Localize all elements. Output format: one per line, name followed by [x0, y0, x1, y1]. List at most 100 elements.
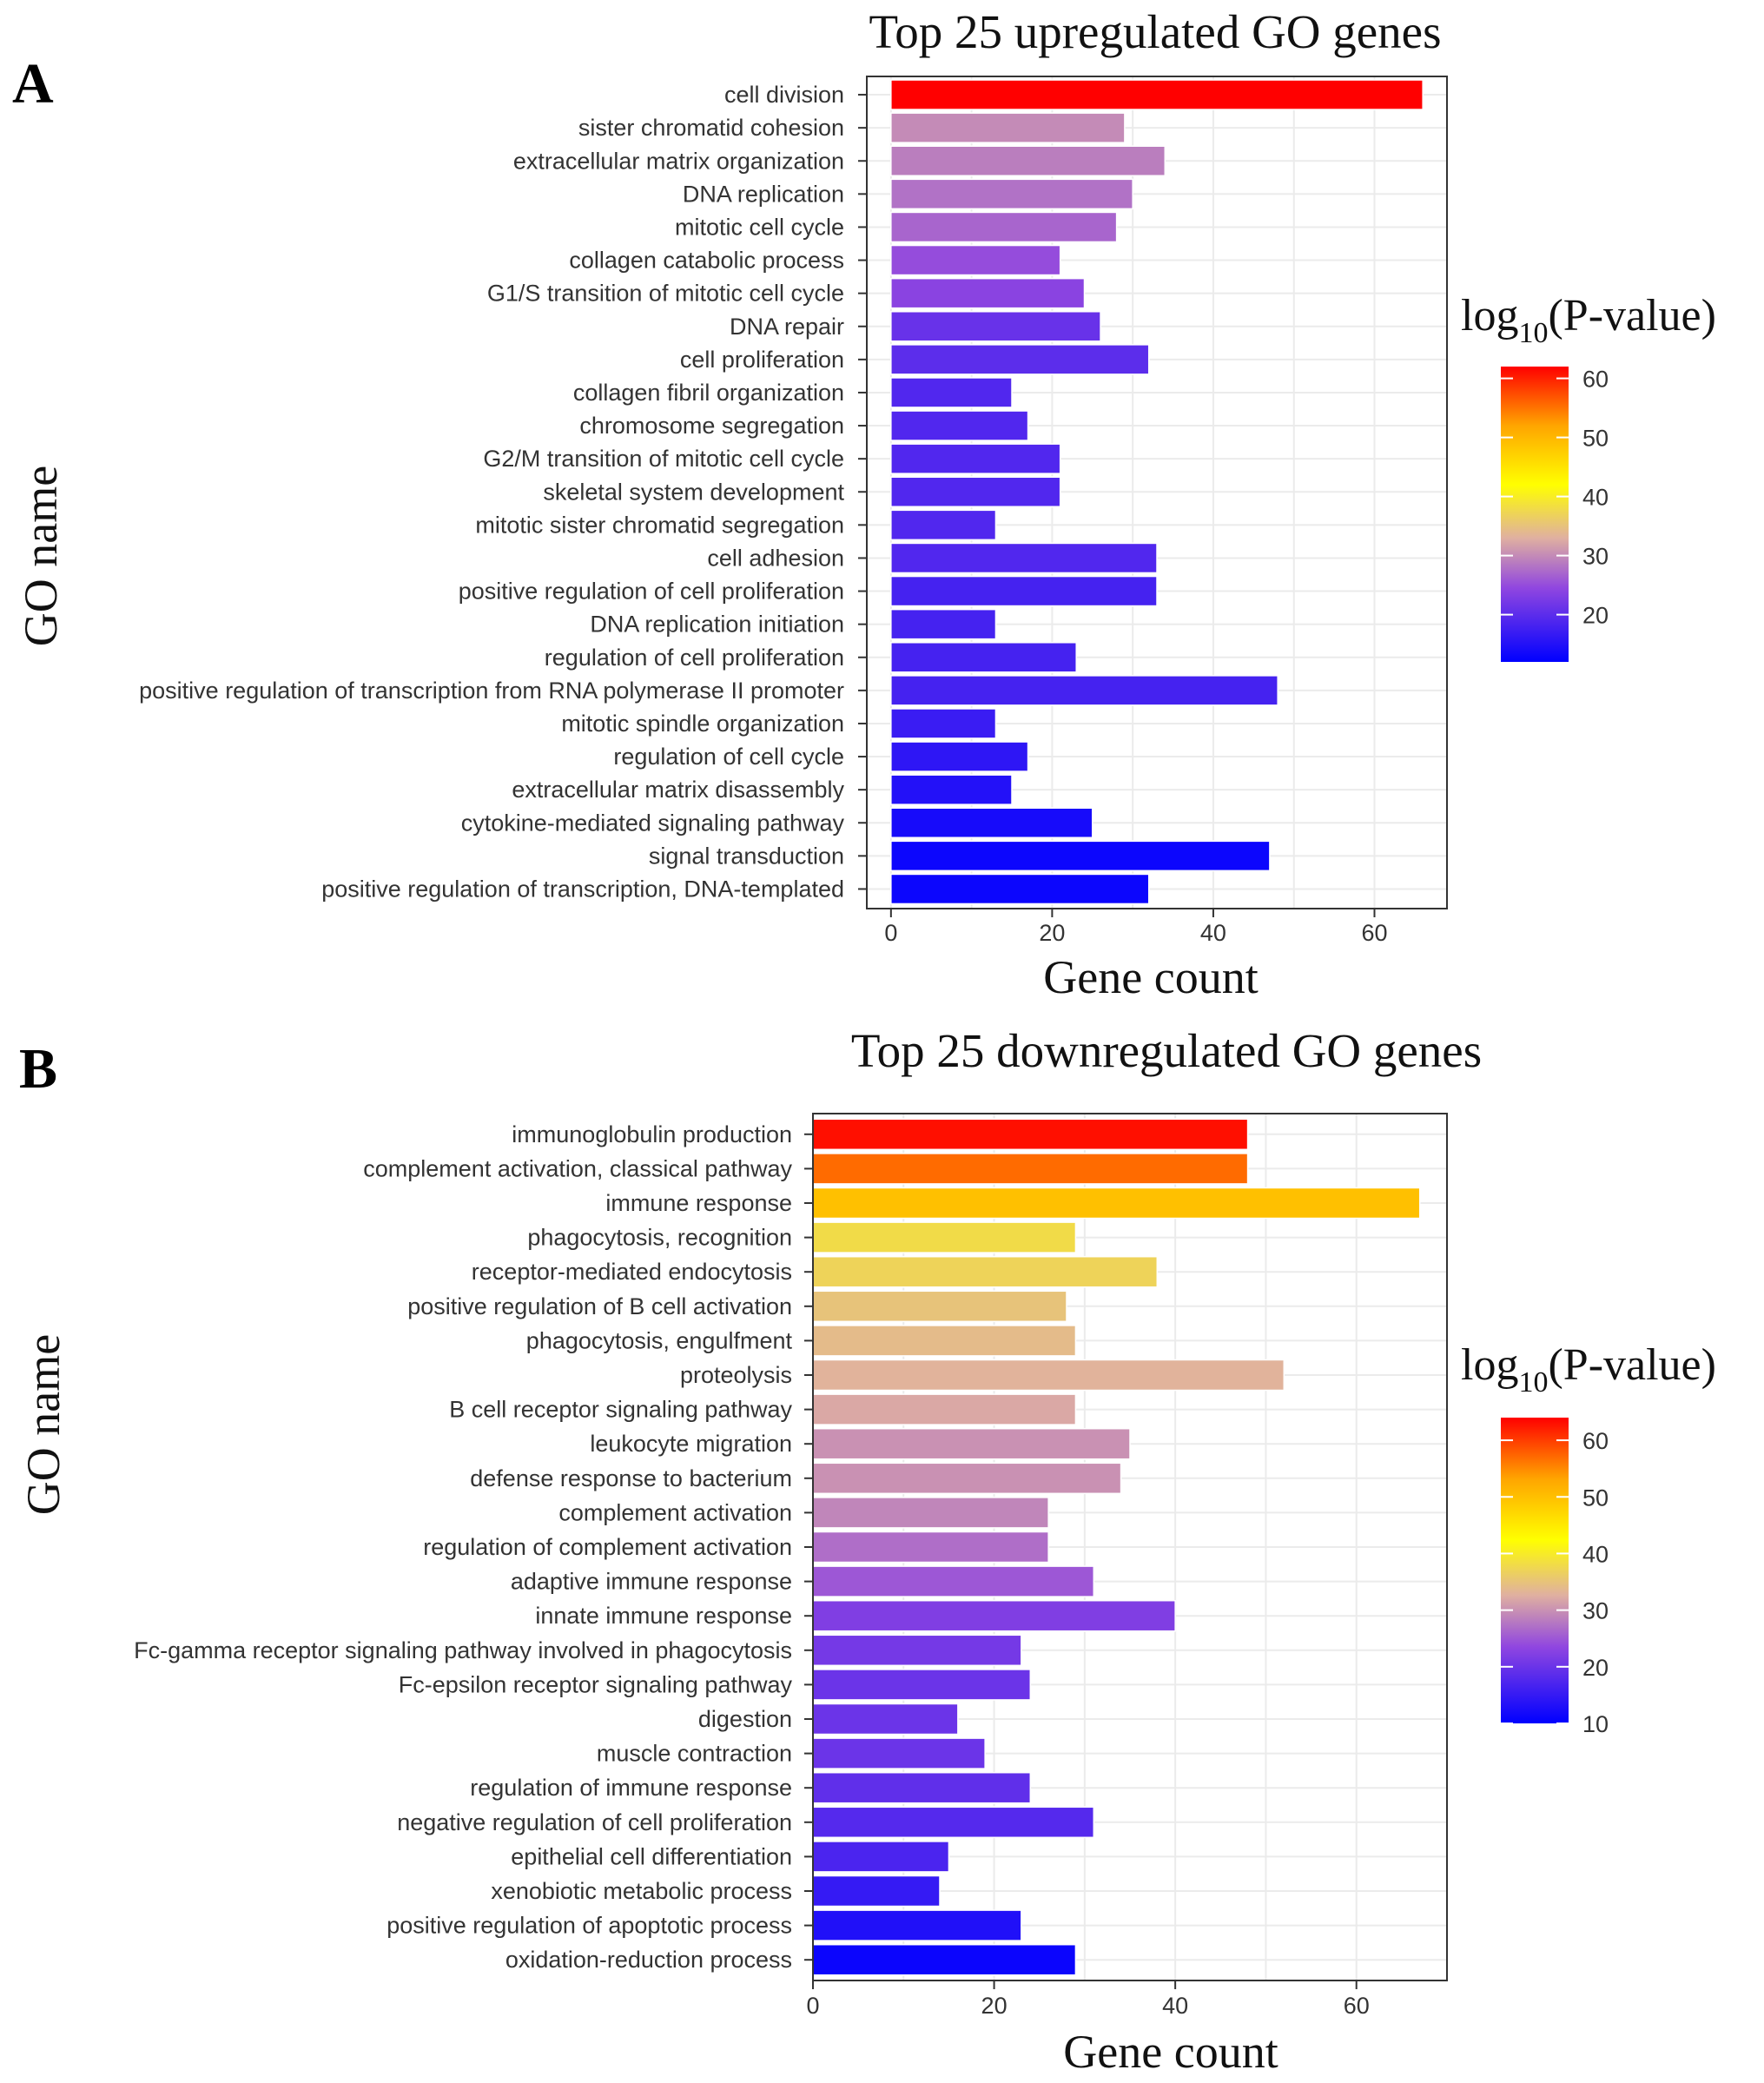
- category-label: G2/M transition of mitotic cell cycle: [483, 446, 844, 472]
- bar: [890, 145, 1166, 176]
- legend-title-sub-a: 10: [1518, 317, 1548, 349]
- panel-letter-b: B: [19, 1037, 57, 1101]
- bar: [812, 1841, 950, 1873]
- category-label: mitotic cell cycle: [675, 214, 844, 240]
- legend-title-rest-a: (P-value): [1548, 291, 1715, 341]
- category-label: phagocytosis, recognition: [527, 1225, 792, 1251]
- bar: [812, 1153, 1249, 1185]
- x-tick-label: 20: [981, 1993, 1008, 2019]
- bar: [890, 112, 1126, 143]
- bar: [812, 1634, 1022, 1667]
- category-label: Fc-gamma receptor signaling pathway invo…: [134, 1637, 792, 1663]
- category-label: positive regulation of transcription, DN…: [321, 876, 844, 902]
- category-label: chromosome segregation: [579, 413, 844, 439]
- legend-tick-label: 40: [1582, 1541, 1609, 1567]
- bar: [812, 1359, 1285, 1392]
- bar: [890, 476, 1061, 507]
- bar: [812, 1290, 1067, 1323]
- x-axis-ticks-b: 0 20 40 60: [806, 1981, 1370, 2019]
- bar: [890, 575, 1158, 607]
- category-label: B cell receptor signaling pathway: [449, 1397, 792, 1423]
- category-label: cytokine-mediated signaling pathway: [461, 810, 845, 836]
- bar: [812, 1565, 1095, 1597]
- category-label: mitotic spindle organization: [561, 711, 844, 737]
- legend-colorbar-b: [1501, 1418, 1569, 1723]
- category-label: digestion: [698, 1706, 792, 1732]
- category-label: cell proliferation: [680, 347, 844, 373]
- legend-tick-label: 50: [1582, 426, 1609, 452]
- category-label: DNA repair: [730, 314, 844, 340]
- bar: [890, 807, 1093, 838]
- legend-tick-label: 30: [1582, 544, 1609, 570]
- bar: [890, 708, 997, 739]
- legend-colorbar-a: [1501, 367, 1569, 662]
- bar: [812, 1599, 1176, 1632]
- panel-b: B Top 25 downregulated GO genes immunogl…: [17, 1024, 1716, 2078]
- bar: [890, 344, 1150, 375]
- legend-tick-label: 10: [1582, 1711, 1609, 1737]
- x-axis-ticks-a: 0 20 40 60: [884, 909, 1388, 946]
- category-label: Fc-epsilon receptor signaling pathway: [399, 1671, 793, 1697]
- category-label: phagocytosis, engulfment: [526, 1327, 793, 1353]
- bar: [812, 1737, 986, 1769]
- legend-title-main-b: log: [1461, 1340, 1518, 1390]
- category-label: xenobiotic metabolic process: [491, 1878, 792, 1904]
- bar: [812, 1255, 1159, 1288]
- legend-title-sub-b: 10: [1518, 1366, 1548, 1399]
- category-label: positive regulation of transcription fro…: [139, 678, 844, 704]
- bar: [890, 377, 1013, 408]
- category-label: immune response: [605, 1190, 792, 1216]
- category-label: sister chromatid cohesion: [578, 115, 844, 141]
- bar: [812, 1806, 1095, 1839]
- category-label: positive regulation of B cell activation: [407, 1293, 792, 1319]
- category-label: epithelial cell differentiation: [511, 1843, 792, 1869]
- bar: [890, 211, 1118, 243]
- legend-tick-label: 60: [1582, 367, 1609, 393]
- category-label: collagen catabolic process: [569, 248, 844, 274]
- legend-title-rest-b: (P-value): [1548, 1340, 1715, 1390]
- category-label: complement activation, classical pathway: [363, 1155, 792, 1181]
- category-labels-a: cell division sister chromatid cohesion ex…: [139, 82, 867, 902]
- bar: [812, 1187, 1421, 1220]
- legend-title-main-a: log: [1461, 291, 1518, 341]
- bar: [812, 1943, 1077, 1976]
- bar: [812, 1669, 1032, 1701]
- panel-a: A Top 25 upregulated GO genes cell divis…: [12, 5, 1716, 1003]
- bar: [890, 443, 1061, 474]
- category-label: muscle contraction: [597, 1741, 792, 1767]
- bar: [812, 1118, 1249, 1151]
- legend-tick-label: 20: [1582, 603, 1609, 629]
- x-tick-label: 40: [1200, 920, 1226, 946]
- legend-tick-label: 30: [1582, 1598, 1609, 1624]
- bar: [890, 509, 997, 541]
- category-label: positive regulation of cell proliferatio…: [459, 579, 844, 605]
- category-label: innate immune response: [535, 1603, 792, 1629]
- bar: [812, 1703, 959, 1736]
- category-label: regulation of immune response: [470, 1775, 792, 1801]
- bar: [812, 1531, 1049, 1564]
- category-label: skeletal system development: [543, 479, 844, 505]
- bar: [890, 542, 1158, 574]
- chart-title-b: Top 25 downregulated GO genes: [851, 1024, 1482, 1077]
- bar: [812, 1875, 941, 1908]
- category-labels-b: immunoglobulin production complement acti…: [134, 1121, 813, 1973]
- category-label: G1/S transition of mitotic cell cycle: [487, 281, 844, 307]
- bar: [890, 774, 1013, 805]
- legend-title-a: log10(P-value): [1461, 291, 1716, 349]
- category-label: DNA replication initiation: [590, 612, 844, 638]
- bar: [890, 410, 1029, 441]
- x-tick-label: 40: [1162, 1993, 1188, 2019]
- bar: [890, 608, 997, 640]
- bar: [890, 741, 1029, 772]
- category-label: cell division: [724, 82, 844, 108]
- bar: [890, 642, 1077, 673]
- bar: [812, 1462, 1122, 1495]
- category-label: DNA replication: [683, 181, 844, 207]
- legend-tick-label: 20: [1582, 1655, 1609, 1681]
- category-label: positive regulation of apoptotic process: [386, 1913, 792, 1939]
- bar: [890, 178, 1133, 210]
- legend-tick-label: 60: [1582, 1428, 1609, 1454]
- legend-ticks-a: 20 30 40 50 60: [1501, 367, 1609, 629]
- category-label: receptor-mediated endocytosis: [472, 1259, 792, 1285]
